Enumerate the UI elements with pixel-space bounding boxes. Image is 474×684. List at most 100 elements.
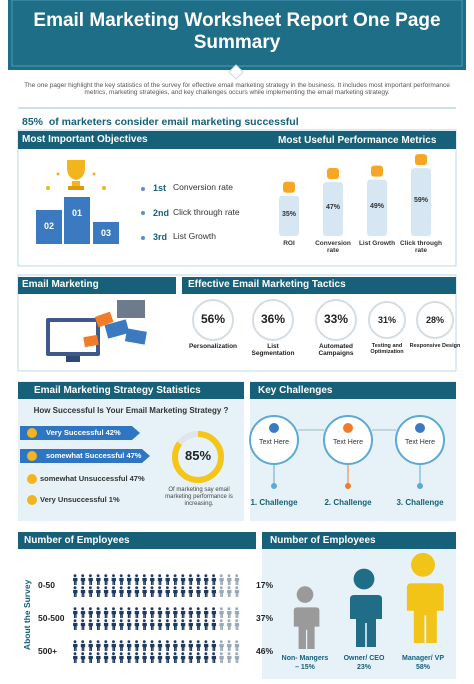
person-icon <box>196 607 201 618</box>
person-icon <box>126 586 132 597</box>
section-band <box>18 532 256 549</box>
person-icon <box>219 619 224 630</box>
figure-label: Owner/ CEO <box>343 655 385 662</box>
person-icon <box>173 619 178 630</box>
metric-value: 47% <box>325 203 340 211</box>
person-icon <box>196 574 201 585</box>
challenge-text: Text Here <box>405 439 435 446</box>
person-icon <box>157 607 163 618</box>
person-icon <box>165 574 170 585</box>
person-icon <box>73 607 78 618</box>
person-icon <box>157 586 163 597</box>
section-band <box>18 277 176 294</box>
row-label: 0-50 <box>38 580 56 590</box>
description: The one pager highlight the key statisti… <box>24 82 450 97</box>
challenge-text: Text Here <box>333 439 363 446</box>
person-icon <box>103 586 109 597</box>
person-icon <box>73 586 78 597</box>
trophy <box>67 160 85 180</box>
question: How Successful Is Your Email Marketing S… <box>33 406 229 415</box>
challenge-dots <box>271 483 423 489</box>
trophy <box>72 181 80 186</box>
objective-label: Conversion rate <box>173 182 234 192</box>
person-icon <box>165 607 170 618</box>
person-icon <box>103 619 109 630</box>
person-icon <box>203 574 209 585</box>
person-icon <box>188 586 193 597</box>
metric-value: 59% <box>413 197 428 205</box>
person-icon <box>126 574 132 585</box>
metric-icon <box>283 181 295 193</box>
envelope <box>104 319 130 339</box>
person-icon <box>119 574 124 585</box>
person-icon <box>234 586 240 597</box>
metric-category: List Growth <box>358 240 396 247</box>
arrow-bar <box>20 426 140 440</box>
section-title: Email Marketing <box>22 279 99 290</box>
person-icon <box>219 574 224 585</box>
metric-value: 35% <box>281 210 296 218</box>
metric-bar <box>279 195 299 236</box>
metric-icon <box>371 165 383 177</box>
person-icon <box>80 607 86 618</box>
person-icon <box>188 619 193 630</box>
donut-label: 85% <box>184 448 212 463</box>
person-icon <box>211 574 217 585</box>
person-icon <box>134 619 140 630</box>
headline: 85% of marketers consider email marketin… <box>22 116 299 128</box>
row-label: 500+ <box>38 646 58 656</box>
arrow-bar <box>20 449 150 463</box>
person-icon <box>142 586 147 597</box>
metric-bar <box>367 179 387 236</box>
tactic-value: 28% <box>425 315 444 325</box>
stars <box>46 172 106 190</box>
section-band <box>182 277 456 294</box>
person-icon <box>219 640 224 651</box>
person-icon <box>150 586 155 597</box>
person-icon <box>142 652 147 663</box>
person-icon <box>126 607 132 618</box>
person-icon <box>80 586 86 597</box>
person-icon <box>111 619 116 630</box>
person-icon <box>150 652 155 663</box>
objective-label: Click through rate <box>173 206 240 217</box>
section-title: Email Marketing Strategy Statistics <box>34 385 201 396</box>
envelope <box>83 334 99 348</box>
person-icon <box>180 640 186 651</box>
person-icon <box>88 586 93 597</box>
person-icon <box>173 574 178 585</box>
metric-bar <box>323 181 343 236</box>
person-icon <box>219 607 224 618</box>
row-share: 17% <box>256 580 274 590</box>
envelope <box>94 311 114 328</box>
person-icon <box>157 619 163 630</box>
person-icon <box>88 652 93 663</box>
person-icon <box>96 574 101 585</box>
row-share: 46% <box>256 646 274 656</box>
person-icon <box>180 652 186 663</box>
person-icon <box>80 640 86 651</box>
person-icon <box>173 607 178 618</box>
person-icon <box>134 574 140 585</box>
person-icon <box>203 652 209 663</box>
person-icon <box>73 640 78 651</box>
person-icon <box>188 652 193 663</box>
strategy-item: somewhat Successful 47% <box>46 451 142 460</box>
person-icon <box>111 607 116 618</box>
metric-icon <box>327 167 339 179</box>
tactic-value: 31% <box>377 315 396 325</box>
tactic-value: 36% <box>260 312 286 326</box>
person-icon <box>227 619 232 630</box>
section-frame <box>17 129 457 267</box>
person-icon <box>134 607 140 618</box>
section-band <box>18 382 244 399</box>
person-icon <box>173 586 178 597</box>
person-icon <box>234 640 240 651</box>
person-icon <box>234 652 240 663</box>
person-icon <box>73 619 78 630</box>
person-icon <box>150 574 155 585</box>
person-icon <box>73 652 78 663</box>
person-icon <box>88 640 93 651</box>
strategy-item: Very Successful 42% <box>46 428 121 437</box>
tactic-label: List Segmentation <box>251 343 295 358</box>
